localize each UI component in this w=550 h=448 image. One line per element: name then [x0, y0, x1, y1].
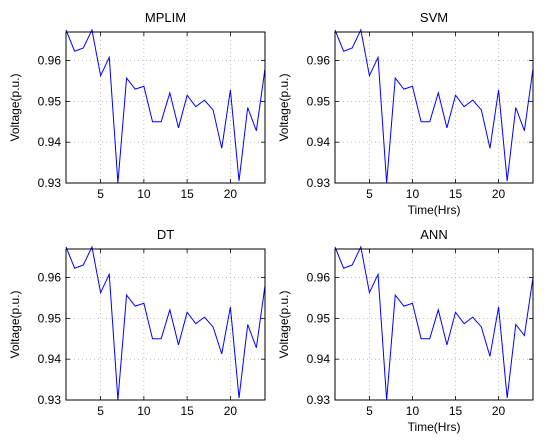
x-axis-label: Time(Hrs): [408, 203, 461, 217]
y-tick-label: 0.94: [307, 135, 331, 149]
y-tick-label: 0.95: [38, 311, 62, 325]
x-tick-label: 20: [492, 187, 506, 201]
x-tick-label: 15: [180, 187, 194, 201]
subplot-mplim: 5 10 15 20 0.93 0.94 0.95 0.96 MPLIM Voltage(p.u.…: [8, 10, 266, 201]
y-tick-label: 0.96: [307, 271, 331, 285]
y-tick-label: 0.94: [38, 135, 62, 149]
chart-title: MPLIM: [145, 10, 186, 25]
x-tick-label: 15: [180, 404, 194, 418]
y-tick-label: 0.96: [38, 271, 62, 285]
x-tick-label: 20: [492, 404, 506, 418]
axes-frame: [334, 31, 534, 184]
chart-title: DT: [157, 227, 174, 242]
y-tick-label: 0.96: [38, 54, 62, 68]
x-tick-label: 5: [366, 404, 373, 418]
y-tick-label: 0.96: [307, 54, 331, 68]
x-axis-label: Time(Hrs): [408, 420, 461, 434]
y-tick-label: 0.93: [307, 393, 331, 407]
x-tick-label: 15: [449, 187, 463, 201]
y-tick-label: 0.93: [38, 176, 62, 190]
subplot-svm: 5 10 15 20 0.93 0.94 0.95 0.96 SVM Voltage(p.u.) T…: [277, 10, 534, 217]
y-axis-label: Voltage(p.u.): [277, 73, 291, 141]
axes-frame: [334, 248, 534, 401]
x-tick-label: 20: [224, 187, 238, 201]
x-tick-label: 10: [137, 404, 151, 418]
axes-frame: [65, 31, 266, 184]
chart-title: SVM: [420, 10, 448, 25]
series-line: [334, 28, 534, 184]
y-tick-label: 0.95: [38, 94, 62, 108]
subplot-dt: 5 10 15 20 0.93 0.94 0.95 0.96 DT Voltage(p.u.): [8, 227, 266, 418]
y-tick-label: 0.94: [307, 352, 331, 366]
y-tick-label: 0.93: [38, 393, 62, 407]
y-tick-label: 0.95: [307, 94, 331, 108]
axes-frame: [65, 248, 266, 401]
series-line: [65, 28, 266, 184]
y-tick-label: 0.93: [307, 176, 331, 190]
y-axis-label: Voltage(p.u.): [8, 73, 22, 141]
chart-title: ANN: [420, 227, 447, 242]
y-axis-label: Voltage(p.u.): [8, 290, 22, 358]
subplot-ann: 5 10 15 20 0.93 0.94 0.95 0.96 ANN Voltage(p.u.) T…: [277, 227, 534, 434]
x-tick-label: 5: [97, 404, 104, 418]
y-tick-label: 0.94: [38, 352, 62, 366]
y-axis-label: Voltage(p.u.): [277, 290, 291, 358]
series-line: [334, 245, 534, 401]
x-tick-label: 15: [449, 404, 463, 418]
x-tick-label: 10: [406, 187, 420, 201]
series-line: [65, 245, 266, 401]
x-tick-label: 5: [366, 187, 373, 201]
x-tick-label: 5: [97, 187, 104, 201]
x-tick-label: 10: [406, 404, 420, 418]
x-tick-label: 10: [137, 187, 151, 201]
x-tick-label: 20: [224, 404, 238, 418]
y-tick-label: 0.95: [307, 311, 331, 325]
